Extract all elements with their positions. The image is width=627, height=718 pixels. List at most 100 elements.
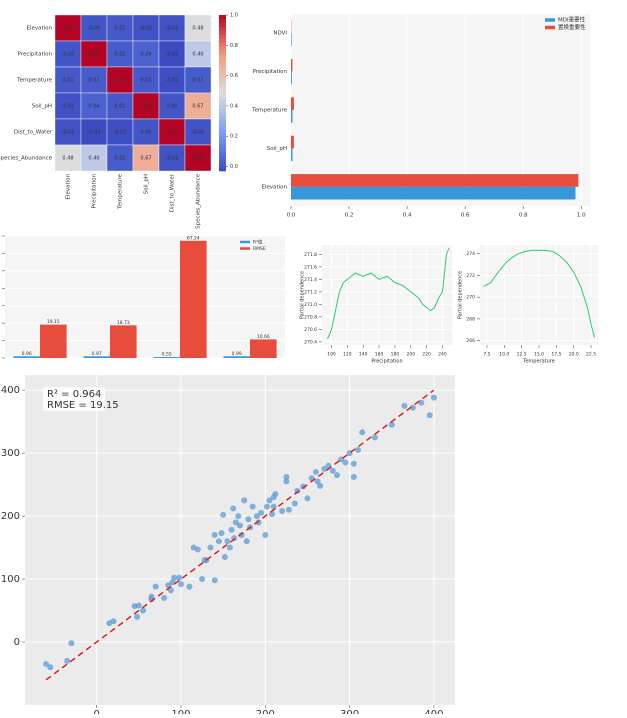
cell-label: -0.01: [140, 26, 153, 32]
colorbar-step: [219, 85, 226, 89]
point: [427, 412, 433, 418]
y-tick-label: Precipitation: [253, 69, 288, 75]
colorbar-label: 1.0: [230, 13, 238, 19]
cell-label: 0.40: [88, 156, 99, 162]
cell-label: 1.00: [88, 52, 99, 58]
point: [264, 504, 270, 510]
x-tick-label: 200: [406, 352, 415, 358]
bar: [291, 136, 294, 149]
point: [401, 403, 407, 409]
cell-label: 0.04: [88, 104, 99, 110]
y-tick-label: 270.4: [304, 339, 317, 345]
x-tick-label: 240: [438, 352, 447, 358]
cell-label: -0.00: [88, 26, 101, 32]
point: [176, 575, 182, 581]
colorbar-label: 0.4: [230, 103, 238, 109]
cell-label: 0.01: [114, 104, 125, 110]
point: [222, 554, 228, 560]
x-axis-label: Precipitation: [371, 359, 402, 365]
point: [271, 504, 277, 510]
value-label: 0.55: [162, 352, 172, 358]
cell-label: -0.00: [62, 52, 75, 58]
colorbar-label: 0.0: [230, 164, 238, 170]
bar: [291, 110, 292, 123]
colorbar-step: [219, 42, 226, 46]
cell-label: 0.00: [166, 104, 177, 110]
colorbar-step: [219, 128, 226, 132]
colorbar-step: [219, 116, 226, 120]
y-tick-label: 270: [466, 295, 475, 301]
point: [134, 614, 140, 620]
bar: [291, 33, 292, 46]
y-tick-label: 200: [1, 511, 20, 522]
x-tick-label: 15.0: [534, 352, 544, 358]
cell-label: 1.00: [114, 78, 125, 84]
column-label: Soil_pH: [144, 174, 150, 194]
y-axis-label: Partial dependence: [300, 271, 306, 319]
bar: [291, 72, 292, 85]
x-tick-label: 220: [422, 352, 431, 358]
point: [279, 508, 285, 514]
x-tick-label: 160: [375, 352, 384, 358]
colorbar-step: [219, 93, 226, 97]
point: [351, 461, 357, 467]
y-tick-label: 271.0: [304, 302, 317, 308]
colorbar-step: [219, 167, 226, 171]
colorbar-step: [219, 70, 226, 74]
point: [199, 576, 205, 582]
column-label: Dist_to_Water: [170, 173, 176, 212]
colorbar-step: [219, 97, 226, 101]
y-tick-label: 271.2: [304, 289, 317, 295]
cell-label: -0.01: [166, 156, 179, 162]
value-label: 67.24: [187, 235, 200, 241]
y-tick-label: Temperature: [251, 108, 287, 114]
legend-label: RMSE: [253, 246, 266, 252]
cell-label: 1.00: [192, 156, 203, 162]
row-label: Species_Abundance: [0, 156, 53, 162]
y-tick-label: 271.6: [304, 264, 317, 270]
legend-swatch: [240, 241, 250, 244]
cell-label: -0.01: [166, 26, 179, 32]
legend-swatch: [240, 247, 250, 250]
cell-label: 0.04: [140, 52, 151, 58]
y-axis-label: Partial dependence: [458, 271, 464, 319]
bar: [110, 325, 137, 358]
x-tick-label: 120: [343, 352, 352, 358]
point: [283, 478, 289, 484]
point: [224, 538, 230, 544]
cell-label: 0.01: [114, 26, 125, 32]
plot-area: [322, 245, 452, 345]
colorbar-step: [219, 38, 226, 42]
colorbar-step: [219, 155, 226, 159]
bar: [250, 339, 277, 358]
x-tick-label: 100: [171, 709, 190, 714]
point: [313, 469, 319, 475]
point: [68, 640, 74, 646]
x-tick-label: 0: [93, 709, 99, 714]
point: [140, 608, 146, 614]
row-label: Temperature: [16, 78, 52, 84]
colorbar-step: [219, 89, 226, 93]
point: [250, 504, 256, 510]
cell-label: 1.00: [62, 26, 73, 32]
point: [351, 474, 357, 480]
colorbar-step: [219, 109, 226, 113]
cell-label: 0.02: [114, 156, 125, 162]
point: [47, 664, 53, 670]
point: [220, 512, 226, 518]
bar: [40, 325, 67, 358]
point: [212, 532, 218, 538]
x-tick-label: 0.8: [519, 213, 528, 219]
value-label: 0.99: [232, 351, 242, 357]
cell-label: -0.01: [192, 130, 205, 136]
legend-swatch: [545, 26, 555, 30]
x-tick-label: 1.0: [577, 213, 586, 219]
point: [317, 483, 323, 489]
point: [245, 516, 251, 522]
value-label: 10.66: [257, 334, 270, 340]
point: [359, 429, 365, 435]
colorbar-step: [219, 27, 226, 31]
point: [431, 395, 437, 401]
x-tick-label: 400: [424, 709, 443, 714]
